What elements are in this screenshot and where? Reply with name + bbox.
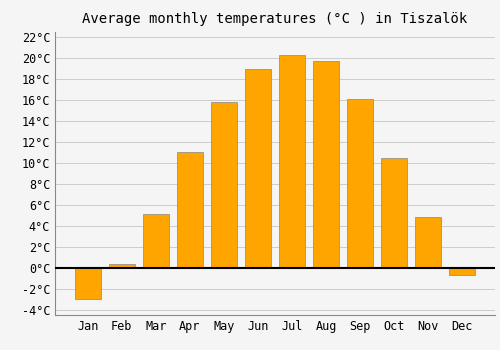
Bar bbox=[348, 99, 373, 268]
Bar bbox=[109, 264, 134, 268]
Bar bbox=[75, 268, 100, 299]
Bar bbox=[314, 61, 339, 268]
Bar bbox=[143, 214, 169, 268]
Bar bbox=[211, 102, 236, 268]
Title: Average monthly temperatures (°C ) in Tiszalök: Average monthly temperatures (°C ) in Ti… bbox=[82, 12, 468, 26]
Bar bbox=[177, 152, 203, 268]
Bar bbox=[416, 217, 441, 268]
Bar bbox=[450, 268, 475, 275]
Bar bbox=[280, 55, 305, 268]
Bar bbox=[245, 69, 270, 268]
Bar bbox=[382, 158, 407, 268]
